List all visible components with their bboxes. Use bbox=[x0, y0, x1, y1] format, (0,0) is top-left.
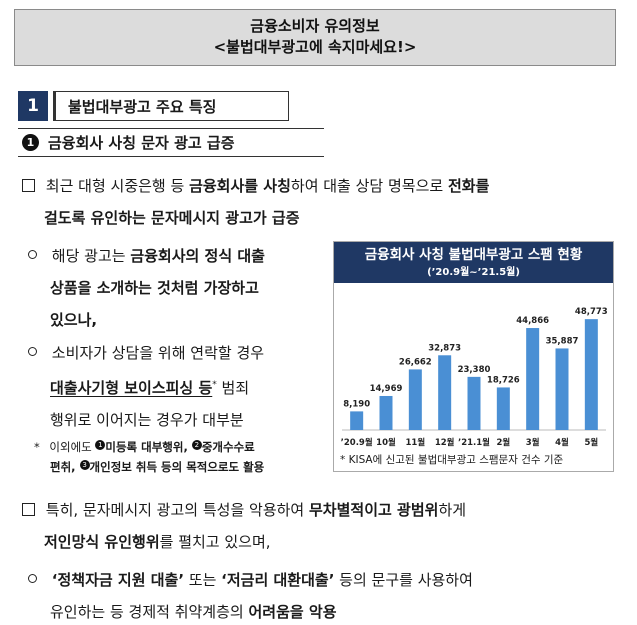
section-number: 1 bbox=[18, 91, 48, 121]
text-bold: 금융회사를 사칭 bbox=[189, 177, 291, 195]
footnote: * 이외에도 1 미등록 대부행위, 2 중개수수료 편취, 3 개인정보 취득 등의… bbox=[34, 437, 334, 477]
text-bold: 어려움을 악용 bbox=[248, 603, 337, 621]
chart-bar bbox=[584, 319, 598, 430]
circled-number-icon: 3 bbox=[79, 460, 90, 470]
bar-value-label: 48,773 bbox=[575, 307, 608, 317]
circled-number-icon: 2 bbox=[191, 440, 202, 450]
x-tick-label: 10월 bbox=[376, 437, 396, 448]
x-tick-label: 11월 bbox=[406, 437, 426, 448]
x-tick-label: ’21.1월 bbox=[458, 437, 490, 448]
text-bold: 미등록 대부행위, bbox=[105, 440, 192, 454]
text: 이외에도 bbox=[49, 440, 96, 454]
text-bold: 전화를 bbox=[447, 177, 490, 195]
text: 소비자가 상담을 위해 연락할 경우 bbox=[51, 344, 265, 362]
text-bold: 상품을 소개하는 것처럼 가장하고 bbox=[50, 279, 259, 297]
text: 를 펼치고 있으며, bbox=[159, 533, 271, 551]
circled-number-icon: 1 bbox=[22, 134, 39, 151]
document-subtitle: <불법대부광고에 속지마세요!> bbox=[213, 38, 417, 56]
bullet-1: 해당 광고는 금융회사의 정식 대출 상품을 소개하는 것처럼 가장하고 있으나… bbox=[28, 240, 332, 336]
chart-title: 금융회사 사칭 불법대부광고 스팸 현황 bbox=[364, 247, 583, 263]
text-bold: ‘정책자금 지원 대출’ bbox=[51, 571, 185, 589]
chart-bar bbox=[379, 395, 393, 430]
text-bold: ‘저금리 대환대출’ bbox=[221, 571, 335, 589]
document-title-box: 금융소비자 유의정보 <불법대부광고에 속지마세요!> bbox=[14, 9, 616, 66]
bullet-circle-icon bbox=[28, 250, 37, 259]
subsection-label: 금융회사 사칭 문자 광고 급증 bbox=[48, 134, 235, 152]
text: 하여 대출 상담 명목으로 bbox=[290, 177, 448, 195]
paragraph-2: 특히, 문자메시지 광고의 특성을 악용하여 무차별적이고 광범위하게 저인망식… bbox=[22, 494, 622, 558]
bar-value-label: 8,190 bbox=[343, 399, 370, 409]
circled-number-icon: 1 bbox=[95, 440, 106, 450]
text: 특히, 문자메시지 광고의 특성을 악용하여 bbox=[45, 501, 309, 519]
chart-subtitle: (’20.9월~’21.5월) bbox=[427, 267, 520, 278]
section-heading: 1 불법대부광고 주요 특징 bbox=[18, 91, 289, 121]
text-bold: 저인망식 유인행위 bbox=[44, 533, 160, 551]
text-bold: 편취, bbox=[50, 460, 80, 474]
footnote-mark: * bbox=[34, 440, 40, 454]
text-bold: 개인정보 취득 등의 목적으로도 활용 bbox=[89, 460, 265, 474]
text: 또는 bbox=[184, 571, 222, 589]
bar-value-label: 23,380 bbox=[458, 365, 491, 375]
document-title: 금융소비자 유의정보 bbox=[250, 17, 380, 35]
bar-value-label: 14,969 bbox=[370, 384, 403, 394]
bar-value-label: 18,726 bbox=[487, 375, 520, 385]
chart-bar bbox=[438, 355, 452, 430]
bar-value-label: 26,662 bbox=[399, 357, 432, 367]
bullet-circle-icon bbox=[28, 574, 37, 583]
text-bold-underlined: 대출사기형 보이스피싱 등 bbox=[50, 379, 213, 397]
x-tick-label: 3월 bbox=[526, 437, 540, 448]
chart-footnote: * KISA에 신고된 불법대부광고 스팸문자 건수 기준 bbox=[340, 454, 564, 466]
x-tick-label: 4월 bbox=[555, 437, 569, 448]
chart-bar bbox=[350, 411, 364, 430]
bullet-2: 소비자가 상담을 위해 연락할 경우 대출사기형 보이스피싱 등* 범죄 행위로… bbox=[28, 337, 332, 436]
paragraph-1: 최근 대형 시중은행 등 금융회사를 사칭하여 대출 상담 명목으로 전화를 걸… bbox=[22, 170, 622, 234]
chart-bar bbox=[467, 376, 481, 430]
text: 행위로 이어지는 경우가 대부분 bbox=[50, 411, 244, 429]
checkbox-square-icon bbox=[22, 179, 35, 192]
text: 유인하는 등 경제적 취약계층의 bbox=[50, 603, 249, 621]
bullet-circle-icon bbox=[28, 347, 37, 356]
text-bold: 중개수수료 bbox=[201, 440, 255, 454]
bar-value-label: 32,873 bbox=[428, 343, 461, 353]
checkbox-square-icon bbox=[22, 503, 35, 516]
text-bold: 있으나, bbox=[50, 311, 98, 329]
chart-bar bbox=[496, 387, 510, 430]
bar-value-label: 44,866 bbox=[516, 316, 549, 326]
spam-chart-panel: 금융회사 사칭 불법대부광고 스팸 현황 (’20.9월~’21.5월) 8,1… bbox=[333, 241, 614, 472]
text-bold: 걸도록 유인하는 문자메시지 광고가 급증 bbox=[44, 209, 300, 227]
x-tick-label: 2월 bbox=[496, 437, 510, 448]
x-tick-label: 5월 bbox=[584, 437, 598, 448]
bullet-3: ‘정책자금 지원 대출’ 또는 ‘저금리 대환대출’ 등의 문구를 사용하여 유… bbox=[28, 564, 628, 625]
bar-value-label: 35,887 bbox=[546, 336, 579, 346]
text-bold: 금융회사의 정식 대출 bbox=[130, 247, 265, 265]
chart-bar bbox=[526, 328, 540, 430]
chart-bar bbox=[555, 348, 569, 430]
footnote-mark: * bbox=[212, 380, 217, 390]
chart-header: 금융회사 사칭 불법대부광고 스팸 현황 (’20.9월~’21.5월) bbox=[334, 242, 613, 283]
bar-chart: 8,190 ’20.9월 14,969 10월 26,662 11월 32,873 12월 23… bbox=[341, 307, 608, 448]
text: 범죄 bbox=[216, 379, 250, 397]
x-tick-label: ’20.9월 bbox=[341, 437, 373, 448]
text: 등의 문구를 사용하여 bbox=[334, 571, 473, 589]
text: 최근 대형 시중은행 등 bbox=[45, 177, 190, 195]
subsection-heading: 1 금융회사 사칭 문자 광고 급증 bbox=[18, 128, 324, 157]
text: 해당 광고는 bbox=[51, 247, 131, 265]
text-bold: 무차별적이고 광범위 bbox=[309, 501, 439, 519]
text: 하게 bbox=[438, 501, 467, 519]
section-label: 불법대부광고 주요 특징 bbox=[53, 91, 289, 121]
chart-bar bbox=[408, 369, 422, 430]
x-tick-label: 12월 bbox=[435, 437, 455, 448]
